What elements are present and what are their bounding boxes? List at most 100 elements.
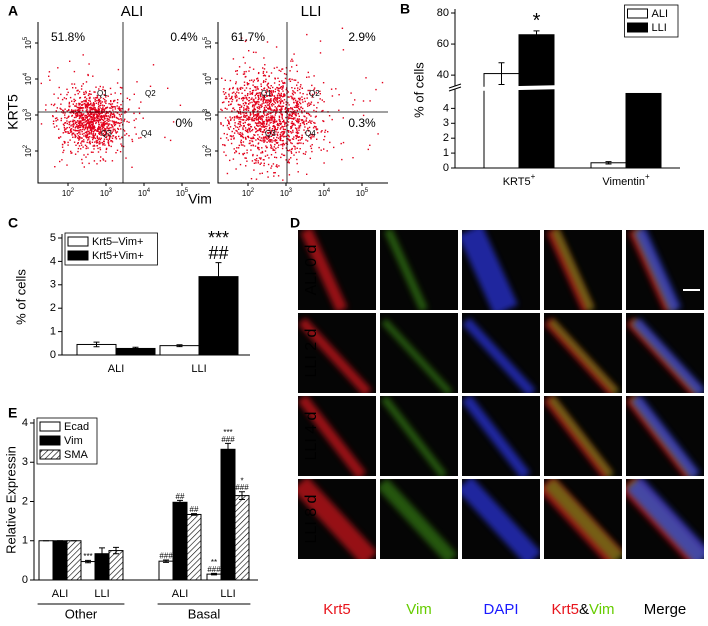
cell-dot	[87, 103, 90, 105]
cell-dot	[59, 136, 62, 138]
cell-dot	[87, 115, 90, 117]
cell-dot	[79, 116, 81, 118]
cell-dot	[290, 117, 292, 119]
cell-dot	[77, 127, 79, 129]
cell-dot	[266, 99, 268, 102]
cell-dot	[242, 122, 244, 124]
cell-dot	[288, 96, 290, 98]
cell-dot	[272, 148, 274, 150]
cell-dot	[68, 132, 70, 134]
row-label: LLI 8 d	[303, 495, 320, 544]
cell-dot	[285, 125, 288, 127]
cell-dot	[232, 135, 235, 137]
stain-band	[547, 396, 615, 476]
cell-dot	[78, 117, 81, 120]
cell-dot	[72, 121, 74, 123]
cell-dot	[252, 81, 255, 83]
cell-dot	[83, 100, 85, 102]
cell-dot	[107, 141, 109, 143]
cell-dot	[269, 90, 271, 93]
cell-dot	[276, 166, 278, 168]
cell-dot	[319, 98, 321, 100]
cell-dot	[317, 132, 319, 134]
cell-dot	[255, 86, 257, 88]
cell-dot	[233, 137, 235, 139]
stain	[544, 396, 615, 476]
cell-dot	[273, 175, 275, 177]
cell-dot	[81, 85, 83, 87]
cell-dot	[118, 113, 121, 116]
cell-dot	[302, 107, 304, 110]
error-bar	[215, 262, 222, 292]
cell-dot	[88, 138, 90, 140]
cell-dot	[270, 119, 272, 121]
cell-dot	[64, 142, 66, 144]
cell-dot	[86, 102, 89, 104]
cell-dot	[260, 98, 263, 100]
cell-dot	[242, 144, 244, 146]
cell-dot	[244, 94, 246, 97]
cell-dot	[255, 118, 257, 120]
cell-dot	[292, 112, 294, 115]
error-bar	[132, 346, 139, 351]
axes	[454, 9, 680, 169]
cell-dot	[279, 100, 281, 102]
stain	[462, 230, 518, 310]
cell-dot	[236, 88, 239, 90]
cell-dot	[303, 129, 305, 131]
cell-dot	[84, 100, 86, 102]
cell-dot	[92, 114, 94, 117]
cell-dot	[234, 95, 236, 97]
cell-dot	[116, 149, 119, 151]
column-label: Vim	[406, 601, 432, 618]
cell-dot	[291, 148, 293, 151]
cell-dot	[268, 102, 271, 105]
cell-dot	[258, 116, 260, 118]
cell-dot	[251, 117, 253, 119]
cell-dot	[110, 124, 113, 126]
cell-dot	[242, 128, 244, 131]
cell-dot	[236, 70, 238, 72]
cell-dot	[231, 100, 233, 103]
error-bar	[163, 559, 169, 563]
cell-dot	[263, 164, 265, 167]
cell-dot	[257, 107, 259, 110]
cell-dot	[302, 93, 304, 95]
cell-dot	[96, 113, 98, 115]
cell-dot	[67, 116, 69, 118]
cell-dot	[268, 157, 270, 159]
cell-dot	[85, 105, 88, 108]
cell-dot	[285, 67, 288, 69]
cell-dot	[113, 115, 116, 117]
cell-dot	[259, 118, 262, 120]
cell-dot	[273, 131, 275, 133]
cell-dot	[243, 114, 245, 117]
cell-dot	[268, 119, 271, 121]
cell-dot	[381, 81, 384, 84]
cell-dot	[80, 142, 82, 144]
cell-dot	[113, 123, 115, 125]
cell-dot	[80, 120, 82, 122]
legend-swatch	[627, 22, 648, 33]
cell-dot	[135, 133, 137, 135]
cell-dot	[299, 101, 301, 104]
cell-dot	[84, 115, 86, 117]
category-superscript: +	[531, 172, 536, 181]
cell-dot	[85, 81, 88, 83]
cell-dot	[102, 132, 104, 135]
cell-dot	[57, 119, 59, 121]
cell-dot	[354, 99, 356, 101]
cell-dot	[114, 136, 117, 139]
cell-dot	[340, 142, 342, 145]
cell-dot	[88, 97, 91, 99]
cell-dot	[287, 102, 289, 104]
tick-base: 10	[242, 189, 251, 198]
cell-dot	[93, 108, 95, 110]
cell-dot	[89, 125, 91, 128]
cell-dot	[288, 115, 291, 117]
cell-dot	[245, 109, 248, 111]
cell-dot	[283, 143, 285, 146]
cell-dot	[52, 115, 54, 118]
bar	[172, 501, 188, 581]
